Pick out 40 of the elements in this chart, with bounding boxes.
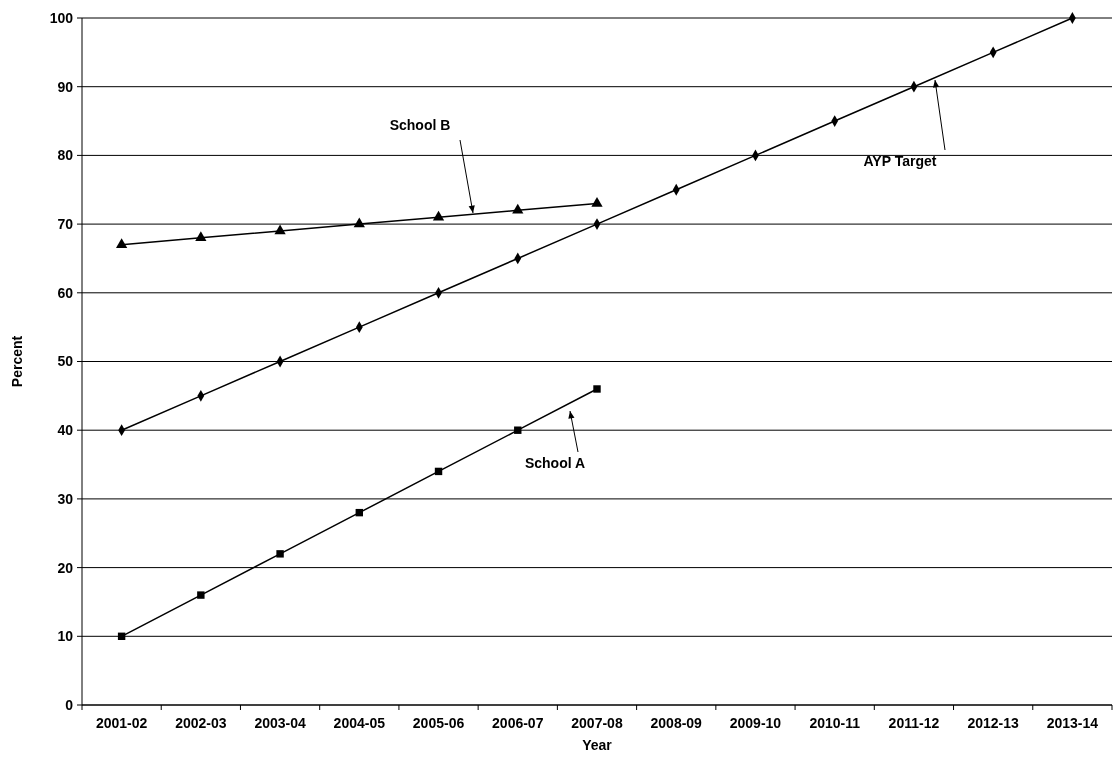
x-tick-label: 2002-03 [175, 715, 227, 731]
y-tick-label: 70 [57, 216, 74, 232]
x-tick-label: 2013-14 [1046, 715, 1099, 731]
y-tick-label: 30 [57, 490, 74, 507]
y-tick-label: 80 [57, 147, 74, 164]
y-tick-label: 100 [49, 9, 74, 26]
x-axis-title: Year [582, 737, 613, 753]
y-tick-label: 40 [57, 422, 74, 439]
point [274, 224, 286, 235]
x-tick-label: 2007-08 [571, 715, 623, 731]
point [514, 426, 522, 434]
point [593, 385, 601, 393]
point [591, 196, 603, 207]
y-tick-label: 90 [57, 78, 74, 95]
y-tick-label: 60 [57, 284, 74, 301]
point [197, 591, 205, 599]
x-tick-label: 2001-02 [95, 715, 148, 731]
x-tick-label: 2006-07 [492, 715, 544, 731]
y-axis-title: Percent [9, 335, 25, 388]
y-tick-label: 10 [57, 628, 74, 645]
y-tick-label: 20 [57, 559, 74, 576]
x-tick-label: 2003-04 [254, 715, 306, 731]
y-tick-label: 50 [57, 353, 74, 370]
point [195, 231, 207, 242]
x-tick-label: 2011-12 [888, 715, 940, 731]
point [276, 550, 284, 558]
series-label: School A [524, 455, 586, 471]
y-tick-label: 0 [65, 696, 74, 713]
point [353, 217, 365, 228]
point [432, 210, 445, 221]
x-tick-label: 2004-05 [333, 715, 386, 731]
text: AYP Target [863, 153, 937, 169]
x-tick-label: 2005-06 [412, 715, 465, 731]
point [115, 238, 128, 248]
x-tick-label: 2010-11 [809, 715, 861, 731]
x-tick-label: 2009-10 [729, 715, 782, 731]
x-tick-label: 2012-13 [967, 715, 1020, 731]
point [512, 203, 524, 214]
x-tick-label: 2008-09 [650, 715, 703, 731]
text: School B [389, 117, 451, 133]
